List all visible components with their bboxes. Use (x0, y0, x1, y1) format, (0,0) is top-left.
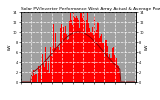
Bar (112, 48, 113, 82)
Bar (85, 33, 86, 82)
Bar (87, 12, 88, 82)
Bar (76, 16, 77, 82)
Bar (65, 26, 66, 82)
Bar (114, 55, 115, 82)
Bar (91, 32, 92, 82)
Bar (75, 18, 76, 82)
Bar (69, 22, 70, 82)
Bar (48, 61, 49, 82)
Bar (98, 23, 99, 82)
Bar (96, 30, 97, 82)
Bar (111, 58, 112, 82)
Bar (63, 27, 64, 82)
Bar (118, 66, 119, 82)
Bar (66, 34, 67, 82)
Bar (50, 47, 51, 82)
Bar (90, 32, 91, 82)
Bar (60, 28, 61, 82)
Bar (44, 67, 45, 82)
Bar (32, 76, 33, 82)
Bar (116, 58, 117, 82)
Bar (100, 36, 101, 82)
Bar (101, 34, 103, 82)
Bar (43, 64, 44, 82)
Bar (71, 20, 72, 82)
Bar (45, 47, 46, 82)
Bar (68, 39, 69, 82)
Bar (46, 61, 47, 82)
Bar (67, 40, 68, 82)
Bar (77, 18, 78, 82)
Bar (80, 13, 82, 82)
Bar (56, 49, 57, 82)
Bar (38, 66, 39, 82)
Bar (34, 75, 36, 82)
Bar (55, 33, 56, 82)
Bar (59, 50, 60, 82)
Bar (64, 33, 65, 82)
Bar (88, 23, 89, 82)
Bar (51, 56, 52, 82)
Bar (52, 47, 53, 82)
Bar (82, 18, 83, 82)
Bar (84, 20, 85, 82)
Bar (109, 54, 110, 82)
Bar (115, 58, 116, 82)
Bar (41, 79, 42, 82)
Bar (93, 35, 94, 82)
Bar (92, 27, 93, 82)
Bar (104, 57, 105, 82)
Bar (31, 80, 32, 82)
Bar (95, 32, 96, 82)
Bar (86, 20, 87, 82)
Bar (53, 24, 54, 82)
Bar (62, 38, 63, 82)
Bar (99, 38, 100, 82)
Bar (74, 17, 75, 82)
Bar (89, 28, 90, 82)
Bar (78, 20, 80, 82)
Bar (61, 24, 62, 82)
Bar (72, 25, 73, 82)
Bar (73, 12, 74, 82)
Bar (103, 43, 104, 82)
Bar (47, 70, 48, 82)
Bar (119, 72, 120, 82)
Y-axis label: kW: kW (8, 44, 12, 50)
Bar (39, 69, 40, 82)
Text: Solar PV/Inverter Performance West Array Actual & Average Power Output: Solar PV/Inverter Performance West Array… (21, 7, 160, 11)
Bar (106, 40, 107, 82)
Bar (49, 73, 50, 82)
Bar (94, 17, 95, 82)
Bar (42, 54, 43, 82)
Bar (107, 46, 108, 82)
Bar (108, 58, 109, 82)
Bar (57, 47, 59, 82)
Bar (105, 40, 106, 82)
Bar (40, 66, 41, 82)
Bar (54, 48, 55, 82)
Bar (97, 22, 98, 82)
Bar (70, 12, 71, 82)
Bar (83, 12, 84, 82)
Bar (110, 58, 111, 82)
Bar (33, 70, 34, 82)
Bar (117, 65, 118, 82)
Bar (113, 47, 114, 82)
Y-axis label: kW: kW (145, 44, 149, 50)
